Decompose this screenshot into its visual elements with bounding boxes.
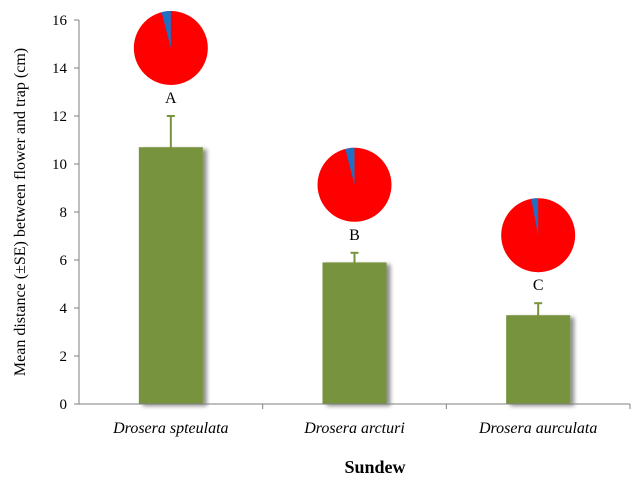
y-tick-label: 12 — [52, 109, 67, 125]
x-tick-label: Drosera spteulata — [112, 420, 228, 437]
bar — [138, 147, 203, 404]
pie-slice-minor — [161, 10, 171, 48]
pie-slice-minor — [345, 147, 355, 185]
pie-insets — [133, 10, 576, 273]
y-tick-label: 0 — [60, 397, 68, 413]
y-tick-label: 10 — [52, 157, 67, 173]
significance-letter: B — [349, 227, 360, 244]
pie-slice-minor — [531, 198, 539, 236]
bar-series: A B C — [138, 90, 571, 404]
significance-letter: C — [533, 277, 544, 294]
y-tick-label: 16 — [52, 13, 68, 29]
significance-letter: A — [165, 90, 177, 107]
y-tick-label: 14 — [52, 61, 68, 77]
x-tick-label: Drosera aurculata — [478, 420, 597, 437]
y-tick-label: 6 — [60, 253, 68, 269]
bar — [506, 315, 571, 404]
y-axis: 0 2 4 6 8 10 12 14 16 — [52, 13, 80, 413]
y-axis-title: Mean distance (±SE) between flower and t… — [12, 48, 29, 376]
x-tick-label: Drosera arcturi — [303, 420, 405, 437]
x-axis: Drosera spteulata Drosera arcturi Drosera … — [79, 403, 631, 437]
y-tick-label: 2 — [60, 349, 68, 365]
y-tick-label: 8 — [60, 205, 68, 221]
pie-slice-major — [501, 198, 576, 273]
bar — [322, 262, 387, 404]
y-tick-label: 4 — [60, 301, 68, 317]
x-axis-title: Sundew — [344, 457, 405, 477]
